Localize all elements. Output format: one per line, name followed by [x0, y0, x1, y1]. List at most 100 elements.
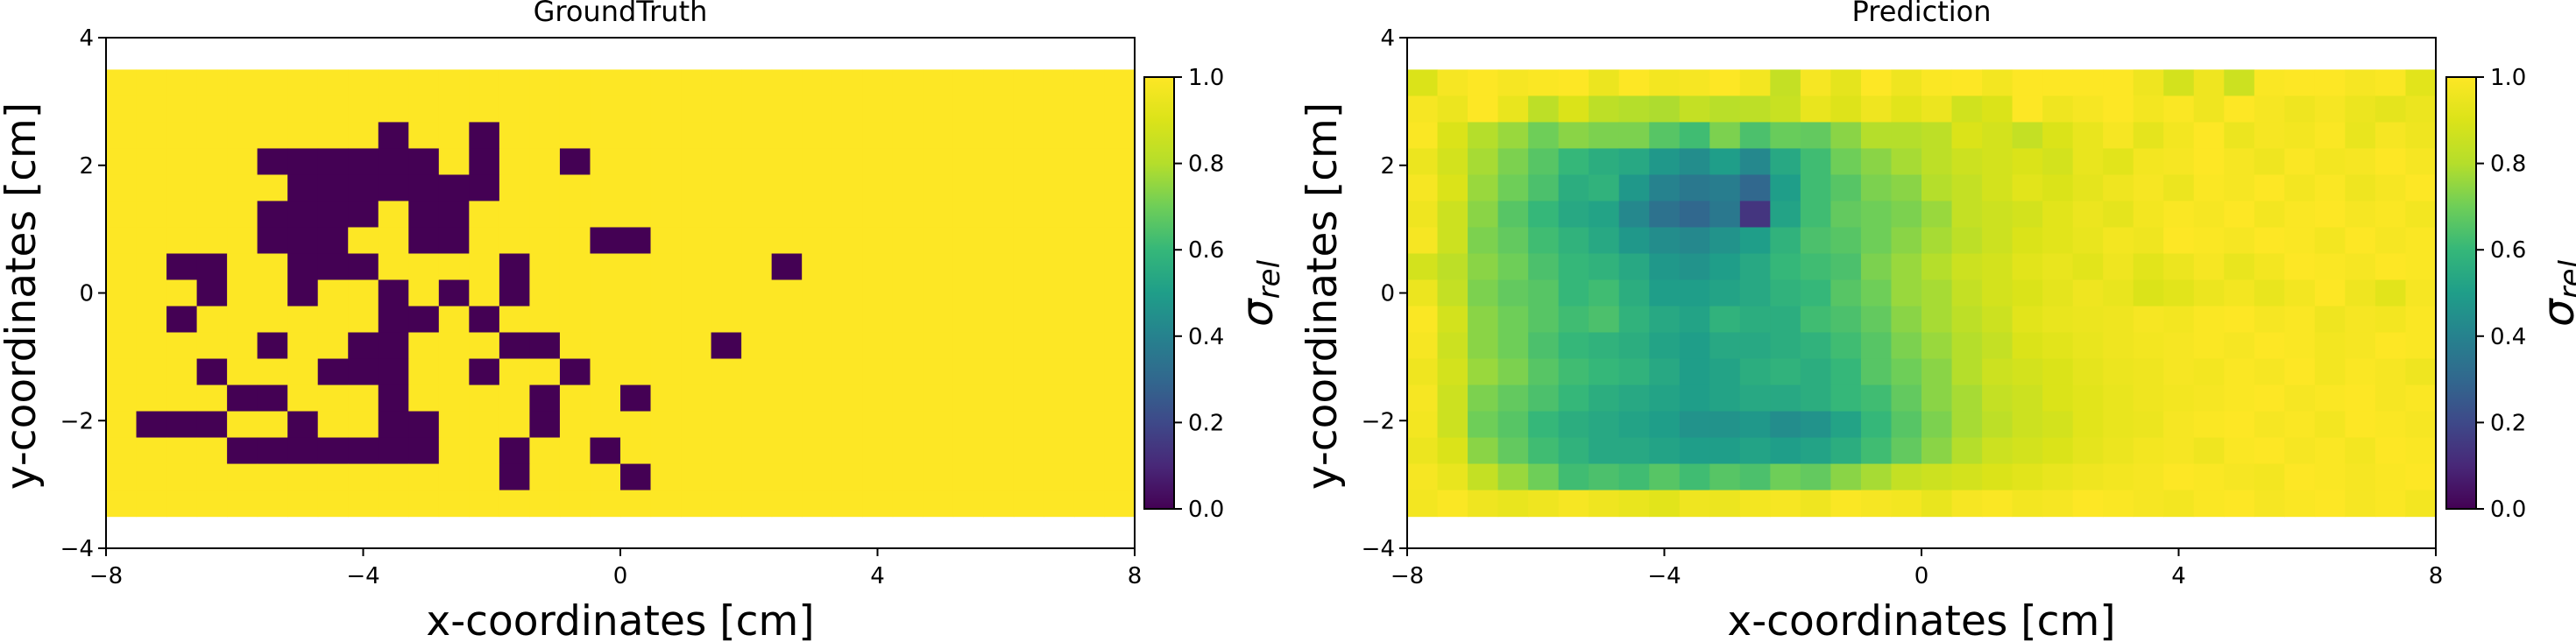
heatmap-cell: [1013, 148, 1045, 176]
heatmap-cell: [983, 201, 1015, 229]
heatmap-cell: [1649, 463, 1681, 491]
heatmap-cell: [1770, 253, 1801, 281]
heatmap-cell: [1558, 227, 1589, 255]
heatmap-cell: [2012, 148, 2043, 176]
heatmap-cell: [2284, 201, 2316, 229]
heatmap-cell: [1558, 463, 1589, 491]
heatmap-cell: [559, 384, 591, 413]
heatmap-cell: [1044, 279, 1075, 307]
heatmap-cell: [166, 148, 198, 176]
heatmap-cell: [741, 95, 773, 123]
heatmap-cell: [620, 227, 652, 255]
heatmap-cell: [2284, 148, 2316, 176]
heatmap-cell: [2314, 384, 2346, 413]
heatmap-cell: [2345, 69, 2376, 97]
heatmap-cell: [227, 490, 258, 518]
heatmap-cell: [499, 148, 531, 176]
heatmap-cell: [1891, 384, 1922, 413]
heatmap-cell: [227, 95, 258, 123]
heatmap-cell: [802, 69, 833, 97]
heatmap-cell: [1891, 122, 1922, 150]
colorbar-tick-label: 0.6: [1188, 237, 1224, 264]
heatmap-cell: [1528, 306, 1560, 334]
heatmap-cell: [559, 69, 591, 97]
heatmap-cell: [196, 411, 228, 439]
heatmap-cell: [952, 148, 984, 176]
heatmap-cell: [1589, 437, 1620, 465]
heatmap-cell: [559, 332, 591, 360]
heatmap-cell: [2284, 490, 2316, 518]
heatmap-cell: [862, 490, 894, 518]
heatmap-cell: [1891, 332, 1922, 360]
heatmap-cell: [408, 148, 440, 176]
heatmap-cell: [802, 463, 833, 491]
heatmap-cell: [438, 227, 470, 255]
heatmap-cell: [952, 279, 984, 307]
heatmap-cell: [106, 69, 138, 97]
heatmap-cell: [741, 174, 773, 202]
heatmap-cell: [438, 174, 470, 202]
heatmap-cell: [378, 227, 409, 255]
heatmap-cell: [1649, 279, 1681, 307]
heatmap-cell: [2314, 122, 2346, 150]
heatmap-cell: [1800, 437, 1832, 465]
heatmap-cell: [2163, 332, 2195, 360]
heatmap-cell: [741, 490, 773, 518]
heatmap-cell: [1860, 201, 1893, 229]
heatmap-cell: [2133, 69, 2164, 97]
heatmap-cell: [2042, 122, 2074, 150]
heatmap-cell: [1073, 332, 1106, 360]
heatmap-cell: [1073, 463, 1106, 491]
heatmap-cell: [1709, 174, 1741, 202]
heatmap-cell: [1921, 95, 1953, 123]
heatmap-cell: [892, 148, 924, 176]
heatmap-cell: [1558, 332, 1589, 360]
heatmap-cell: [2193, 148, 2225, 176]
heatmap-cell: [2103, 358, 2134, 386]
heatmap-cell: [287, 253, 319, 281]
colorbar-tick-label: 1.0: [1188, 65, 1224, 91]
heatmap-cell: [983, 253, 1015, 281]
heatmap-cell: [499, 437, 531, 465]
heatmap-cell: [469, 279, 500, 307]
colorbar-label: σrel: [1232, 259, 1287, 327]
heatmap-cell: [166, 306, 198, 334]
heatmap-cell: [106, 253, 138, 281]
heatmap-cell: [2224, 384, 2255, 413]
heatmap-cell: [2133, 148, 2164, 176]
heatmap-cell: [1589, 174, 1620, 202]
heatmap-cell: [1649, 384, 1681, 413]
heatmap-cell: [2314, 279, 2346, 307]
heatmap-cell: [590, 253, 621, 281]
heatmap-cell: [650, 174, 682, 202]
heatmap-cell: [2254, 332, 2285, 360]
heatmap-cell: [106, 227, 138, 255]
colorbar-tick-label: 0.2: [2490, 410, 2526, 436]
heatmap-cell: [832, 122, 863, 150]
x-tick-label: 4: [2171, 563, 2186, 589]
heatmap-cell: [408, 490, 440, 518]
heatmap-cell: [2133, 411, 2164, 439]
heatmap-cell: [1618, 174, 1650, 202]
heatmap-cell: [559, 437, 591, 465]
heatmap-cell: [802, 279, 833, 307]
heatmap-cell: [862, 148, 894, 176]
heatmap-cell: [650, 463, 682, 491]
heatmap-cell: [1044, 490, 1075, 518]
heatmap-cell: [1407, 201, 1439, 229]
heatmap-cell: [196, 148, 228, 176]
heatmap-cell: [287, 148, 319, 176]
heatmap-cell: [771, 148, 803, 176]
heatmap-cell: [257, 148, 288, 176]
heatmap-cell: [620, 174, 652, 202]
heatmap-cell: [2224, 253, 2255, 281]
heatmap-cell: [2163, 279, 2195, 307]
heatmap-cell: [1679, 69, 1710, 97]
heatmap-cell: [2374, 148, 2407, 176]
heatmap-cell: [771, 490, 803, 518]
heatmap-cell: [1921, 174, 1953, 202]
heatmap-cell: [1982, 490, 2013, 518]
heatmap-cell: [2012, 227, 2043, 255]
heatmap-cell: [2103, 253, 2134, 281]
colorbar-tick-label: 1.0: [2490, 65, 2526, 91]
